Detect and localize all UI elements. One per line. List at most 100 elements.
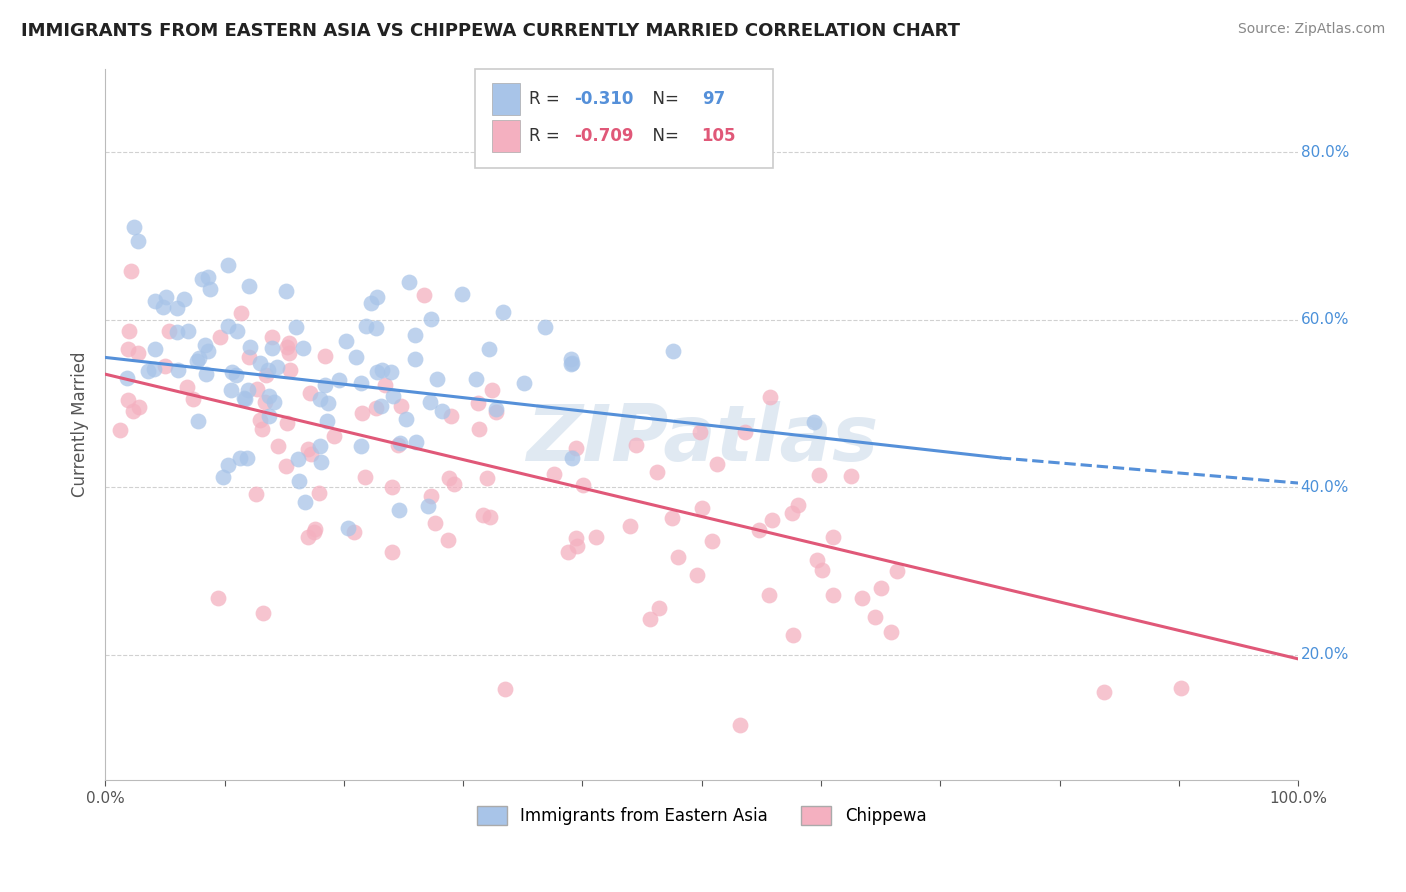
- Point: [225, 368, 247, 383]
- Point: [366, 290, 388, 304]
- Point: [142, 362, 165, 376]
- Point: [257, 389, 280, 403]
- Point: [246, 382, 269, 396]
- FancyBboxPatch shape: [492, 120, 520, 152]
- Point: [648, 601, 671, 615]
- Point: [492, 305, 515, 319]
- Point: [405, 434, 427, 449]
- Point: [118, 324, 141, 338]
- Point: [366, 401, 388, 415]
- Point: [353, 469, 375, 483]
- Point: [299, 447, 322, 461]
- Point: [254, 368, 277, 383]
- Point: [190, 272, 212, 286]
- Point: [274, 458, 297, 473]
- Point: [360, 295, 382, 310]
- Point: [485, 402, 508, 417]
- Point: [219, 383, 242, 397]
- Point: [560, 351, 582, 366]
- Point: [127, 346, 149, 360]
- Point: [121, 403, 143, 417]
- Point: [350, 376, 373, 390]
- Point: [278, 362, 301, 376]
- Point: [238, 350, 260, 364]
- Point: [419, 395, 441, 409]
- Point: [863, 610, 886, 624]
- Point: [565, 539, 588, 553]
- Point: [263, 394, 285, 409]
- Point: [419, 312, 441, 326]
- Point: [758, 589, 780, 603]
- Point: [221, 365, 243, 379]
- FancyBboxPatch shape: [492, 84, 520, 115]
- Point: [311, 455, 333, 469]
- Point: [485, 404, 508, 418]
- Point: [706, 457, 728, 471]
- Point: [494, 681, 516, 696]
- Point: [152, 300, 174, 314]
- Point: [803, 415, 825, 429]
- Point: [207, 591, 229, 605]
- Point: [387, 438, 409, 452]
- Point: [292, 341, 315, 355]
- Point: [374, 378, 396, 392]
- Point: [619, 519, 641, 533]
- Point: [686, 567, 709, 582]
- Point: [565, 531, 588, 545]
- Point: [661, 511, 683, 525]
- Point: [690, 501, 713, 516]
- Point: [212, 469, 235, 483]
- Point: [350, 439, 373, 453]
- Point: [252, 606, 274, 620]
- Point: [426, 371, 449, 385]
- Point: [380, 365, 402, 379]
- Text: N=: N=: [643, 128, 685, 145]
- Point: [404, 352, 426, 367]
- Point: [238, 279, 260, 293]
- Point: [167, 363, 190, 377]
- Point: [288, 474, 311, 488]
- Point: [308, 439, 330, 453]
- Point: [354, 319, 377, 334]
- Point: [276, 340, 298, 354]
- Point: [440, 409, 463, 424]
- Point: [233, 392, 256, 406]
- Point: [564, 442, 586, 456]
- Point: [761, 513, 783, 527]
- Point: [127, 234, 149, 248]
- Point: [880, 625, 903, 640]
- Point: [666, 549, 689, 564]
- Point: [413, 288, 436, 302]
- Point: [276, 416, 298, 430]
- Point: [267, 439, 290, 453]
- Point: [274, 284, 297, 298]
- Point: [1170, 681, 1192, 696]
- Point: [249, 356, 271, 370]
- Point: [304, 525, 326, 540]
- Point: [806, 553, 828, 567]
- Point: [143, 293, 166, 308]
- Point: [297, 442, 319, 457]
- Point: [638, 612, 661, 626]
- Point: [561, 451, 583, 466]
- Point: [226, 324, 249, 338]
- Point: [420, 489, 443, 503]
- Point: [231, 306, 253, 320]
- Point: [839, 468, 862, 483]
- Point: [294, 495, 316, 509]
- Point: [304, 522, 326, 536]
- Point: [245, 487, 267, 501]
- Point: [287, 451, 309, 466]
- Point: [308, 485, 330, 500]
- Point: [115, 371, 138, 385]
- Point: [260, 342, 283, 356]
- Point: [389, 436, 412, 450]
- Point: [200, 283, 222, 297]
- Point: [443, 476, 465, 491]
- Point: [689, 425, 711, 439]
- Text: 60.0%: 60.0%: [1301, 312, 1348, 327]
- Point: [314, 349, 336, 363]
- Point: [108, 423, 131, 437]
- Point: [381, 544, 404, 558]
- Point: [748, 523, 770, 537]
